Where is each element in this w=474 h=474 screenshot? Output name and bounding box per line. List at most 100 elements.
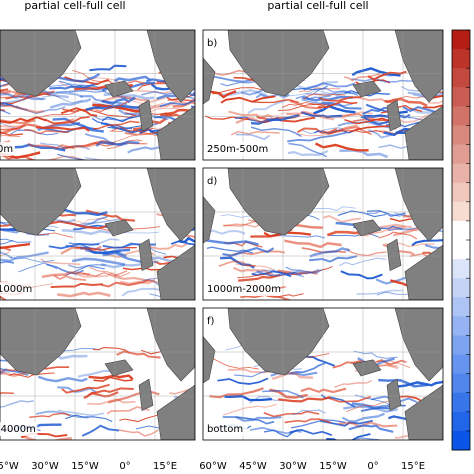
colorbar-segment [452,411,470,432]
anomaly-stroke [329,395,372,403]
anomaly-stroke [251,99,300,104]
anomaly-stroke [428,95,443,100]
anomaly-stroke [5,90,55,100]
anomaly-stroke [0,250,13,260]
anomaly-stroke [356,437,381,440]
anomaly-stroke [332,113,391,122]
anomaly-stroke [49,82,98,90]
anomaly-stroke [287,131,347,143]
anomaly-stroke [10,256,55,263]
anomaly-stroke [289,100,322,110]
anomaly-stroke [247,99,287,114]
label-box [0,142,12,156]
anomaly-stroke [101,95,148,103]
colorbar-segment [452,106,470,126]
panel-frame [202,167,444,301]
anomaly-stroke [75,218,120,226]
anomaly-stroke [44,115,90,125]
land [352,219,382,237]
map-panel [203,30,443,160]
anomaly-stroke [71,272,118,278]
anomaly-stroke [71,257,126,266]
land [146,168,195,242]
land [227,308,330,376]
anomaly-stroke [0,239,14,245]
anomaly-stroke [323,215,362,224]
map-panel [203,168,443,300]
label-box [205,36,221,50]
anomaly-stroke [57,72,101,83]
anomaly-stroke [27,142,75,150]
land [352,80,382,98]
anomaly-stroke [378,378,429,388]
anomaly-stroke [250,126,302,138]
x-tick-label: 30°W [279,461,307,472]
panel-frame [0,307,196,441]
colorbar-segment [452,373,470,394]
panel-frame [0,167,196,301]
anomaly-stroke [93,120,140,130]
anomaly-stroke [371,223,412,231]
colorbar-segment [452,182,470,203]
anomaly-stroke [100,278,150,288]
anomaly-stroke [103,93,155,100]
colorbar-segment [452,49,470,69]
land [352,359,382,377]
anomaly-stroke [206,229,246,235]
anomaly-stroke [235,263,276,271]
x-tick-label: 15°W [71,461,99,472]
anomaly-stroke [24,118,75,129]
anomaly-stroke [262,390,304,399]
anomaly-stroke [81,424,120,437]
panel-label: f) [207,316,215,327]
anomaly-stroke [427,99,443,104]
anomaly-stroke [92,103,150,113]
anomaly-stroke [287,149,329,157]
anomaly-stroke [422,104,443,109]
anomaly-stroke [101,96,136,106]
anomaly-stroke [348,424,394,433]
anomaly-stroke [378,231,418,240]
anomaly-stroke [26,110,80,122]
anomaly-stroke [343,73,381,82]
anomaly-stroke [301,98,353,107]
anomaly-stroke [213,358,259,370]
anomaly-stroke [84,387,134,399]
anomaly-stroke [238,273,281,282]
panel-label: d) [207,176,217,187]
anomaly-stroke [235,416,282,422]
anomaly-stroke [303,93,346,100]
anomaly-stroke [0,251,10,257]
anomaly-stroke [141,90,195,100]
anomaly-stroke [113,275,155,283]
anomaly-stroke [351,67,401,77]
anomaly-stroke [0,367,8,374]
anomaly-stroke [61,383,110,394]
anomaly-stroke [52,117,104,133]
anomaly-stroke [285,89,342,97]
anomaly-stroke [338,421,398,428]
anomaly-stroke [0,238,32,243]
anomaly-stroke [101,115,141,123]
land [386,99,402,132]
land [156,244,195,300]
depth-label: 1000m [0,284,32,295]
depth-label: 250m-500m [207,144,268,155]
land [404,384,443,440]
anomaly-stroke [338,257,387,267]
anomaly-stroke [334,380,372,388]
anomaly-stroke [8,372,55,378]
depth-label: -4000m [0,424,36,435]
anomaly-stroke [0,296,7,300]
anomaly-stroke [15,105,66,115]
colorbar-segment [452,125,470,146]
anomaly-stroke [57,386,97,394]
anomaly-stroke [190,105,195,108]
anomaly-stroke [120,280,167,285]
anomaly-stroke [57,291,111,298]
anomaly-stroke [0,89,12,94]
anomaly-stroke [235,133,271,141]
anomaly-stroke [24,129,70,135]
label-box [205,174,221,188]
